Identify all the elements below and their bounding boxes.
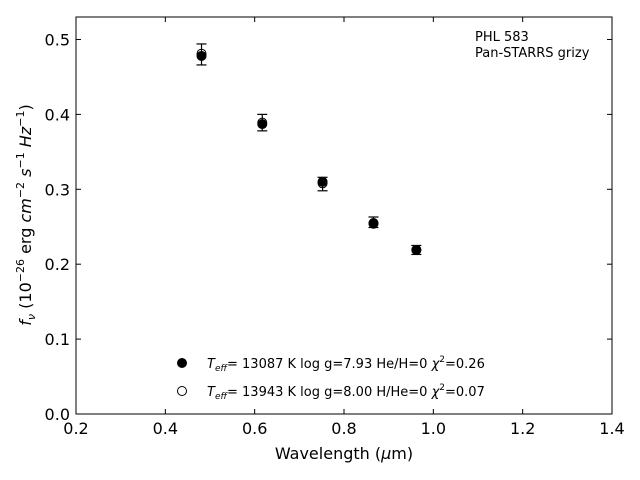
data-points (196, 48, 422, 255)
model-point-filled (368, 218, 379, 229)
plot-frame (75, 16, 613, 415)
annotation-line-1: PHL 583 (475, 30, 529, 45)
y-tick-label: 0.1 (45, 330, 70, 349)
x-tick-label: 0.8 (331, 419, 356, 438)
axis-ticks: 0.2 0.4 0.6 0.8 1.0 1.2 1.4 0.0 0.1 0.2 0.3 0.4 0.5 (45, 17, 625, 438)
model-point-open (257, 117, 268, 128)
y-tick-label: 0.0 (45, 405, 70, 424)
legend: Teff= 13087 K log g=7.93 He/H=0 χ2=0.26 … (177, 355, 485, 402)
x-tick-label: 0.6 (242, 419, 267, 438)
x-tick-label: 0.2 (63, 419, 88, 438)
error-bars (196, 43, 422, 256)
model-point-filled (196, 50, 207, 61)
model-point-open (411, 244, 422, 255)
x-tick-label: 1.2 (510, 419, 535, 438)
legend-marker-open (177, 386, 187, 396)
x-tick-label: 1.4 (599, 419, 624, 438)
y-axis-label: fν (10−26 erg cm−2 s−1 Hz−1) (14, 104, 38, 325)
y-tick-label: 0.2 (45, 255, 70, 274)
legend-entry-2: Teff= 13943 K log g=8.00 H/He=0 χ2=0.07 (207, 383, 485, 402)
y-tick-label: 0.5 (45, 30, 70, 49)
y-tick-label: 0.4 (45, 105, 70, 124)
x-tick-label: 0.4 (153, 419, 178, 438)
model-point-open (196, 48, 207, 59)
annotation-line-2: Pan-STARRS grizy (475, 46, 590, 61)
y-tick-label: 0.3 (45, 180, 70, 199)
legend-marker-filled (177, 358, 187, 368)
model-point-open (368, 217, 379, 228)
x-axis-label: Wavelength (μm) (275, 444, 413, 463)
legend-entry-1: Teff= 13087 K log g=7.93 He/H=0 χ2=0.26 (207, 355, 485, 374)
x-tick-label: 1.0 (421, 419, 446, 438)
model-point-open (317, 178, 328, 189)
